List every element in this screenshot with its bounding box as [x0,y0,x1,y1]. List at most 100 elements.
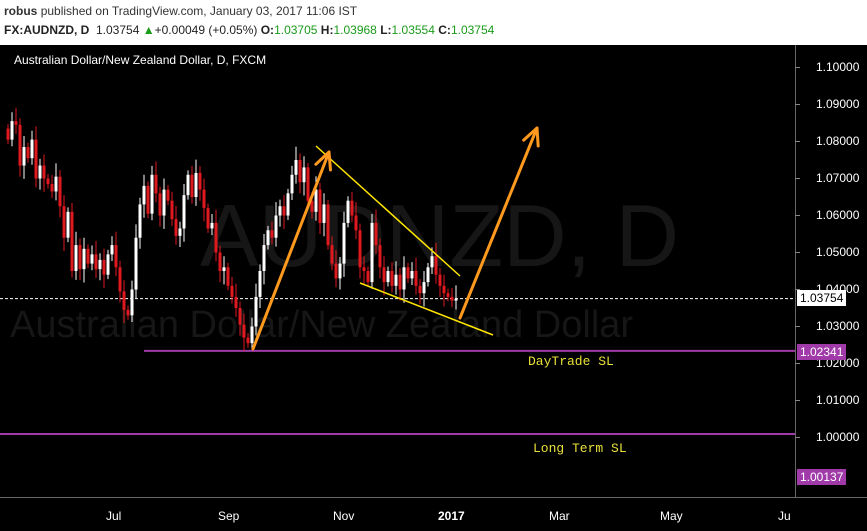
candle-body [338,263,342,279]
candle-body [434,256,438,275]
candle-body [334,263,338,279]
time-tick-label: May [660,509,683,523]
candle-body [250,326,254,344]
candle-body [10,121,14,140]
last-price: 1.03754 [96,23,140,37]
current-price-tag: 1.03754 [797,290,847,306]
longterm-sl-annotation: Long Term SL [533,441,627,456]
candle-body [102,259,106,275]
candle-body [374,222,378,246]
symbol-label: FX:AUDNZD, D [4,23,90,37]
up-arrow-icon: ▲ [142,23,155,37]
price-tick-label: 1.06000 [816,207,860,222]
candle-body [382,267,386,283]
candle-body [410,271,414,279]
candle-body [182,195,186,229]
candle-body [394,274,398,286]
candle-body [326,204,330,246]
candle-body [418,285,422,294]
candle-body [150,174,154,214]
candle-body [210,222,214,229]
candle-body [126,309,130,316]
time-tick-label: Nov [333,509,355,523]
candle-body [346,200,350,223]
lower-trendline [359,282,494,336]
candle-body [26,147,30,159]
candle-body [146,185,150,214]
price-tick-label: 1.09000 [816,96,860,111]
daytrade-sl-annotation: DayTrade SL [528,354,614,369]
candle-body [114,245,118,268]
rally-arrow-head [314,150,332,172]
candle-body [74,245,78,271]
author-name[interactable]: robus [4,4,38,18]
candle-body [174,219,178,236]
candle-body [450,296,454,301]
candle-body [30,139,34,159]
candle-body [254,296,258,327]
candle-body [142,185,146,205]
candle-body [6,128,10,140]
price-axis[interactable] [795,45,867,497]
candle-body [190,174,194,197]
candle-body [398,274,402,290]
candle-body [362,267,366,271]
candle-body [354,215,358,231]
time-tick-label: Sep [218,509,240,523]
candle-body [278,206,282,216]
plot-area[interactable] [0,45,795,497]
candle-body [226,267,230,286]
candle-body [358,230,362,268]
candle-body [38,165,42,179]
time-axis[interactable] [0,497,867,531]
candle-body [106,254,110,275]
price-tick-label: 1.07000 [816,170,860,185]
publish-info: robus published on TradingView.com, Janu… [4,4,357,18]
candle-body [370,222,374,283]
candle-body [406,267,410,279]
candle-body [258,271,262,297]
longterm-sl-price-tag: 1.00137 [797,469,847,485]
candle-body [282,206,286,216]
candle-body [122,291,126,310]
ohlc-bar: FX:AUDNZD, D 1.03754 ▲+0.00049 (+0.05%) … [4,23,494,37]
close-value: 1.03754 [450,23,495,37]
candle-body [42,165,46,179]
candle-body [78,245,82,270]
price-tick-label: 1.05000 [816,244,860,259]
candle-body [310,200,314,212]
close-label: C: [438,23,451,37]
candle-body [110,245,114,255]
candle-body [242,324,246,338]
candle-body [206,208,210,229]
price-tick-label: 1.03000 [816,318,860,333]
candle-body [442,285,446,294]
candle-body [390,271,394,286]
candle-body [218,252,222,271]
candle-body [194,172,198,197]
candle-body [158,193,162,216]
candle-body [18,124,22,166]
candle-body [294,160,298,175]
candle-body [54,176,58,192]
open-value: 1.03705 [274,23,318,37]
candle-body [386,271,390,283]
candle-body [414,271,418,286]
publish-text: published on TradingView.com, January 03… [40,4,358,18]
candle-body [286,193,290,216]
candle-body [230,285,234,297]
upper-trendline [315,145,461,277]
change-value: +0.00049 (+0.05%) [154,23,258,37]
candle-body [402,267,406,290]
candle-body [186,174,190,196]
candle-body [46,178,50,185]
candle-body [50,184,54,192]
price-tick-label: 1.10000 [816,59,860,74]
candle-body [290,174,294,194]
candle-body [246,337,250,344]
candle-body [454,298,458,301]
candle-body [198,172,202,190]
candle-body [314,189,318,212]
